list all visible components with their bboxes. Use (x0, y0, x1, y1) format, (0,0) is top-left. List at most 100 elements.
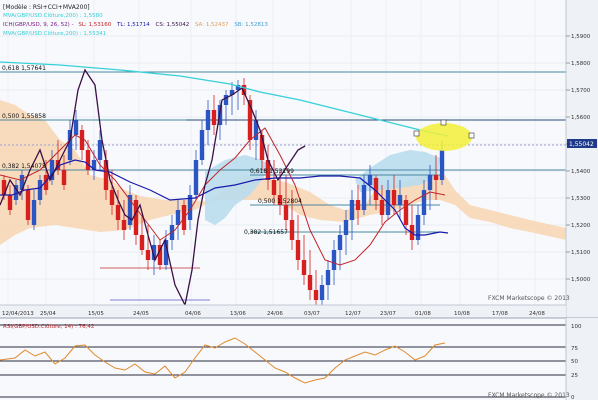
candle-bear (43, 175, 49, 190)
candle-bull (19, 175, 25, 190)
date-tick-label: 12/04/2013 (2, 311, 34, 317)
main-plot-area[interactable] (0, 0, 566, 305)
candle-bull (337, 235, 343, 250)
date-tick-label: 17/08 (492, 311, 508, 317)
candle-bull (427, 175, 433, 190)
date-axis-ticks: 12/04/2013 25/04 15/05 24/05 04/06 13/06 24/06… (2, 311, 545, 317)
candle-bear (25, 190, 31, 220)
ichimoku-label: ICH(GBP/USD, 9, 26, 52) - SL: 1,53160 TL… (3, 22, 268, 28)
candle-bull (223, 95, 229, 105)
date-tick-label: 12/07 (345, 311, 361, 317)
candle-bear (1, 180, 7, 195)
candle-bull (97, 140, 103, 160)
candle-bear (157, 245, 163, 265)
candle-bull (235, 85, 241, 90)
candle-bear (133, 200, 139, 235)
candle-bear (121, 220, 127, 230)
candle-bear (283, 205, 289, 220)
price-tick-label: 1,5700 (571, 88, 591, 94)
candle-bull (421, 190, 427, 215)
candle-bear (7, 195, 13, 210)
candle-bull (163, 240, 169, 265)
candle-bull (67, 130, 73, 160)
candle-bear (265, 160, 271, 180)
ellipse-handle-top[interactable] (440, 119, 447, 126)
candle-bull (361, 185, 367, 210)
candle-bull (193, 160, 199, 195)
candle-bear (259, 135, 265, 160)
rsi-axis[interactable] (566, 318, 598, 400)
candle-bear (61, 170, 67, 185)
candle-bull (325, 270, 331, 285)
price-tick-label: 1,5300 (571, 196, 591, 202)
price-axis[interactable] (566, 0, 598, 318)
current-price-marker (567, 139, 597, 148)
candle-bear (313, 290, 319, 300)
price-tick-label: 1,5600 (571, 115, 591, 121)
kijun-line (0, 159, 449, 236)
date-tick-label: 13/06 (230, 311, 246, 317)
candle-bull (331, 250, 337, 270)
ichimoku-cs: CS: 1,55042 (156, 22, 190, 28)
fib-label-5: 0,500 1,52804 (258, 198, 302, 205)
rsi-line (0, 337, 446, 384)
highlight-ellipse (416, 123, 472, 151)
candle-bear (295, 240, 301, 260)
price-tick-label: 1,5900 (571, 34, 591, 40)
ichimoku-tl: TL: 1,51714 (116, 22, 150, 28)
rsi-tick-label: 25 (571, 373, 578, 379)
candle-bear (391, 190, 397, 205)
date-tick-label: 23/07 (380, 311, 396, 317)
date-tick-label: 03/07 (304, 311, 320, 317)
candle-bull (415, 215, 421, 240)
fib-label-3: 0,382 1,54075 (2, 163, 46, 170)
chikou-line (0, 68, 306, 307)
candle-bear (247, 100, 253, 140)
rsi-axis-ticks: 100 75 50 25 0 (571, 324, 582, 400)
date-tick-label: 04/06 (185, 311, 201, 317)
date-axis[interactable] (0, 305, 566, 318)
candle-bull (199, 130, 205, 160)
fib-label-2: 0,500 1,55858 (2, 113, 46, 120)
candle-bear (271, 180, 277, 195)
ellipse-handle-left[interactable] (413, 130, 420, 137)
candle-bear (373, 178, 379, 200)
date-tick-label: 24/08 (529, 311, 545, 317)
candle-bear (139, 235, 145, 250)
candle-bear (277, 195, 283, 205)
price-tick-label: 1,5200 (571, 223, 591, 229)
rsi-tick-label: 50 (571, 359, 578, 365)
model-label: [Modèle : RSI+CCI+MVA200] (3, 4, 90, 11)
candle-bull (37, 180, 43, 200)
price-tick-label: 1,5400 (571, 169, 591, 175)
candle-bear (403, 200, 409, 225)
date-tick-label: 24/05 (133, 311, 149, 317)
candle-bear (355, 200, 361, 210)
ichimoku-name: ICH(GBP/USD, 9, 26, 52) - (3, 22, 74, 28)
candle-bear (115, 205, 121, 220)
candle-bear (103, 160, 109, 190)
candle-bear (109, 190, 115, 205)
candle-bull (31, 200, 37, 225)
rsi-panel[interactable] (0, 318, 566, 400)
candle-bull (49, 160, 55, 180)
date-tick-label: 25/04 (40, 311, 56, 317)
ellipse-handle-right[interactable] (468, 132, 475, 139)
candle-bear (301, 260, 307, 275)
price-tick-label: 1,5100 (571, 250, 591, 256)
tenkan-line (0, 127, 446, 266)
candle-bear (145, 250, 151, 260)
chart-legend: [Modèle : RSI+CCI+MVA200] MVA(GBP/USD.Cl… (3, 4, 268, 37)
candle-bull (253, 120, 259, 140)
candle-bull (91, 160, 97, 170)
candle-bear (433, 175, 439, 180)
candle-bull (13, 185, 19, 200)
candle-bull (187, 195, 193, 220)
candle-bear (307, 275, 313, 290)
candle-bull (73, 120, 79, 135)
candle-bull (175, 210, 181, 225)
candle-bull (397, 195, 403, 205)
candle-bear (211, 110, 217, 125)
ichimoku-sa: SA: 1,52437 (195, 22, 229, 28)
